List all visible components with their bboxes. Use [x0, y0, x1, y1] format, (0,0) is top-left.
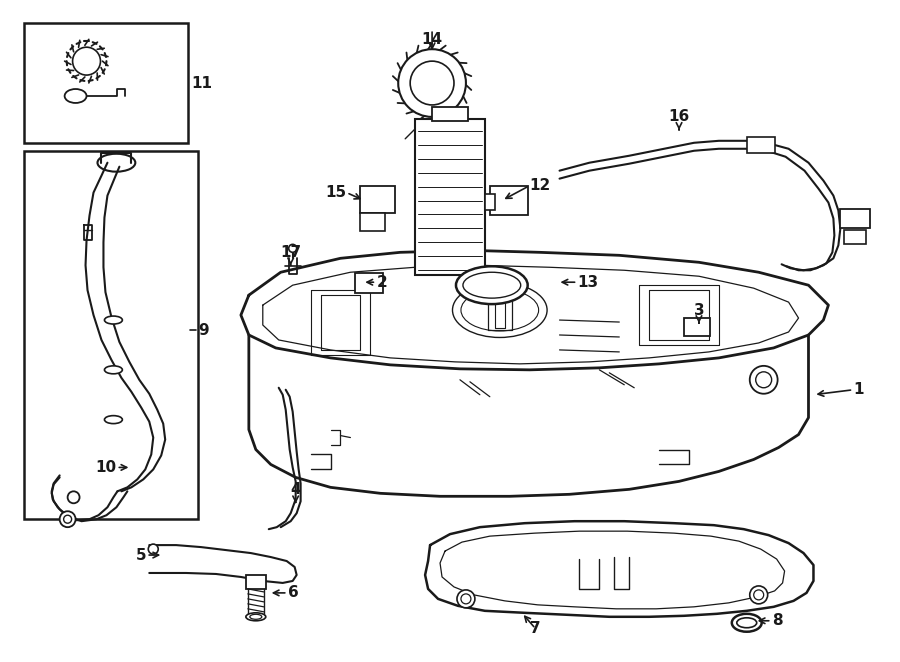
Text: 16: 16	[669, 109, 689, 124]
Text: 7: 7	[530, 621, 541, 636]
Bar	[23, 151, 198, 519]
Bar	[844, 230, 866, 244]
Circle shape	[750, 586, 768, 604]
Bar	[490, 185, 527, 216]
Ellipse shape	[246, 613, 266, 621]
Circle shape	[457, 590, 475, 608]
Text: 6: 6	[288, 585, 299, 600]
Circle shape	[289, 244, 297, 252]
Circle shape	[410, 61, 454, 105]
Circle shape	[64, 515, 72, 523]
Text: 1: 1	[853, 382, 864, 397]
Text: 5: 5	[136, 547, 147, 563]
Text: 2: 2	[376, 275, 387, 290]
Bar	[23, 23, 188, 143]
Circle shape	[750, 366, 778, 394]
Ellipse shape	[461, 289, 538, 331]
Circle shape	[59, 511, 76, 527]
Ellipse shape	[104, 316, 122, 324]
Ellipse shape	[732, 614, 761, 632]
Bar	[841, 209, 870, 228]
Circle shape	[148, 544, 158, 554]
Circle shape	[461, 594, 471, 604]
Text: 8: 8	[771, 613, 782, 628]
Text: 11: 11	[191, 75, 212, 91]
Ellipse shape	[97, 154, 135, 171]
Text: 10: 10	[95, 460, 116, 475]
Circle shape	[73, 47, 101, 75]
Text: 9: 9	[198, 322, 209, 338]
Ellipse shape	[250, 614, 262, 619]
Text: 4: 4	[291, 482, 301, 497]
Ellipse shape	[737, 618, 757, 628]
Ellipse shape	[456, 266, 527, 304]
Bar	[356, 273, 383, 293]
Text: 14: 14	[421, 32, 443, 47]
Circle shape	[753, 590, 764, 600]
Bar	[684, 318, 710, 336]
Circle shape	[398, 49, 466, 117]
Bar	[415, 119, 485, 275]
Bar	[485, 193, 495, 209]
Bar	[432, 107, 468, 121]
Bar	[360, 185, 395, 214]
Text: 13: 13	[578, 275, 599, 290]
Text: 3: 3	[694, 303, 705, 318]
Text: 15: 15	[325, 185, 346, 200]
Bar	[246, 575, 266, 589]
Text: 17: 17	[280, 245, 302, 260]
Circle shape	[68, 491, 79, 503]
Bar	[360, 214, 385, 232]
Bar	[747, 137, 775, 153]
Ellipse shape	[453, 283, 547, 338]
Ellipse shape	[104, 366, 122, 374]
Text: 12: 12	[530, 178, 551, 193]
Ellipse shape	[65, 89, 86, 103]
Ellipse shape	[104, 416, 122, 424]
Ellipse shape	[463, 272, 521, 298]
Circle shape	[756, 372, 771, 388]
